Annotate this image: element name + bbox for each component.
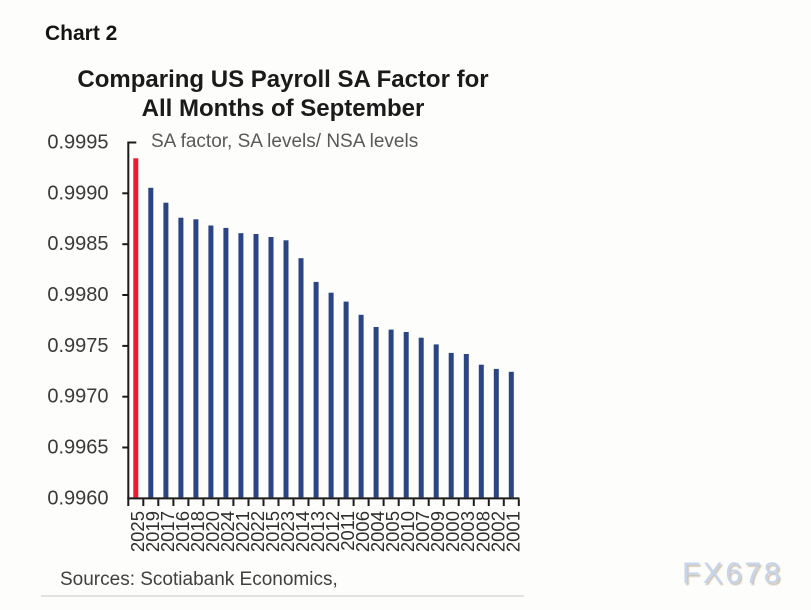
svg-text:2012: 2012 [322,511,343,552]
svg-text:2005: 2005 [382,511,403,552]
svg-text:0.9965: 0.9965 [47,437,108,459]
svg-text:2008: 2008 [472,511,493,552]
svg-text:0.9985: 0.9985 [47,233,108,255]
svg-text:2016: 2016 [172,511,193,552]
svg-text:0.9995: 0.9995 [47,132,108,154]
svg-text:2001: 2001 [502,511,523,552]
svg-text:2018: 2018 [187,511,208,552]
svg-text:2004: 2004 [367,511,388,552]
svg-text:0.9975: 0.9975 [47,335,108,357]
svg-text:0.9990: 0.9990 [47,182,108,204]
svg-text:2017: 2017 [157,511,178,552]
svg-text:2002: 2002 [487,511,508,552]
svg-text:2019: 2019 [142,511,163,552]
svg-text:2009: 2009 [427,511,448,552]
svg-text:0.9960: 0.9960 [47,487,108,509]
svg-text:2006: 2006 [352,511,373,552]
svg-text:2007: 2007 [412,511,433,552]
svg-text:2015: 2015 [262,511,283,552]
svg-text:2014: 2014 [292,511,313,552]
svg-text:2025: 2025 [127,511,148,552]
svg-text:2022: 2022 [247,511,268,552]
svg-text:2021: 2021 [232,511,253,552]
svg-text:2011: 2011 [337,511,358,551]
svg-text:2013: 2013 [307,511,328,552]
svg-text:2010: 2010 [397,511,418,552]
svg-text:0.9980: 0.9980 [47,284,108,306]
svg-text:2024: 2024 [217,511,238,552]
svg-text:2020: 2020 [202,511,223,552]
svg-text:0.9970: 0.9970 [47,386,108,408]
svg-text:2000: 2000 [442,511,463,552]
svg-text:2023: 2023 [277,511,298,552]
svg-text:2003: 2003 [457,511,478,552]
